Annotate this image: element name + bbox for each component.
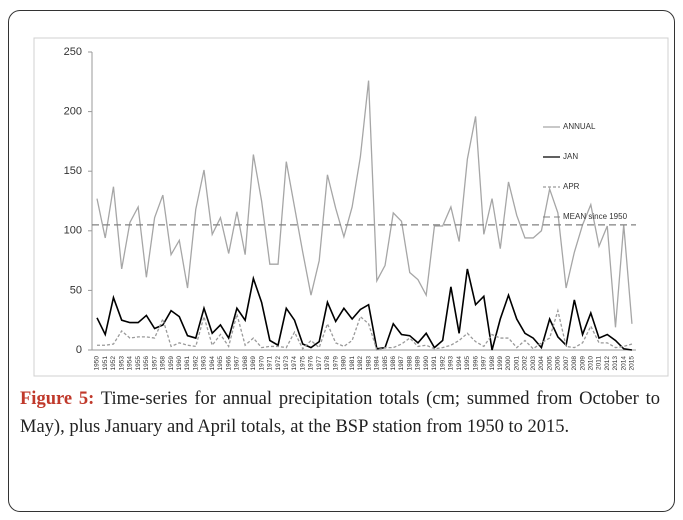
x-tick-label: 1989	[415, 356, 422, 371]
caption-label: Figure 5:	[20, 389, 95, 409]
x-tick-label: 1954	[127, 356, 134, 371]
x-tick-label: 1992	[439, 356, 446, 371]
x-tick-label: 2003	[530, 356, 537, 371]
x-tick-label: 1952	[110, 356, 117, 371]
series-line	[97, 308, 633, 351]
x-tick-label: 1950	[94, 356, 101, 371]
x-tick-label: 2008	[571, 356, 578, 371]
x-tick-label: 1995	[464, 356, 471, 371]
x-tick-label: 2004	[538, 356, 545, 371]
caption: Figure 5: Time-series for annual precipi…	[20, 385, 660, 441]
legend-label: MEAN since 1950	[563, 212, 628, 221]
x-tick-label: 1961	[184, 356, 191, 371]
x-tick-label: 1966	[225, 356, 232, 371]
x-tick-label: 1959	[168, 356, 175, 371]
x-tick-label: 1998	[489, 356, 496, 371]
x-tick-label: 1967	[234, 356, 241, 371]
x-tick-label: 1962	[192, 356, 199, 371]
x-tick-label: 2011	[596, 356, 603, 370]
y-tick-label: 200	[64, 106, 82, 118]
x-tick-label: 2010	[588, 356, 595, 371]
x-tick-label: 1982	[357, 356, 364, 371]
x-tick-label: 1983	[365, 356, 372, 371]
x-tick-label: 1955	[135, 356, 142, 371]
x-tick-label: 1977	[316, 356, 323, 371]
x-tick-label: 2001	[513, 356, 520, 371]
x-tick-label: 1986	[390, 356, 397, 371]
y-tick-label: 250	[64, 46, 82, 58]
x-tick-label: 1997	[481, 356, 488, 371]
x-tick-label: 1968	[242, 356, 249, 371]
x-tick-label: 1994	[456, 356, 463, 371]
x-tick-label: 1976	[308, 356, 315, 371]
legend-label: APR	[563, 182, 580, 191]
x-tick-label: 1984	[374, 356, 381, 371]
x-tick-label: 2013	[612, 356, 619, 371]
caption-text: Time-series for annual precipitation tot…	[20, 389, 660, 437]
x-tick-label: 1975	[299, 356, 306, 371]
x-tick-label: 2002	[522, 356, 529, 371]
x-tick-label: 1974	[291, 356, 298, 371]
x-tick-label: 1972	[275, 356, 282, 371]
x-tick-label: 1999	[497, 356, 504, 371]
x-tick-label: 1958	[160, 356, 167, 371]
x-tick-label: 1965	[217, 356, 224, 371]
x-tick-label: 1956	[143, 356, 150, 371]
x-tick-label: 1964	[209, 356, 216, 371]
chart-border	[33, 37, 669, 377]
x-tick-label: 1969	[250, 356, 257, 371]
x-tick-label: 1971	[267, 356, 274, 371]
x-tick-label: 1996	[472, 356, 479, 371]
x-tick-label: 1960	[176, 356, 183, 371]
x-tick-label: 1970	[258, 356, 265, 371]
figure-frame	[8, 10, 675, 512]
x-tick-label: 1978	[324, 356, 331, 371]
x-tick-label: 2009	[579, 356, 586, 371]
x-tick-label: 1951	[102, 356, 109, 371]
series-line	[96, 268, 633, 351]
x-tick-label: 1953	[118, 356, 125, 371]
x-tick-label: 2015	[629, 356, 636, 371]
x-tick-label: 1991	[431, 356, 438, 371]
y-tick-label: 50	[70, 284, 82, 296]
x-tick-label: 1957	[151, 356, 158, 371]
x-tick-label: 1963	[201, 356, 208, 371]
x-tick-label: 2006	[555, 356, 562, 371]
x-tick-label: 1988	[406, 356, 413, 371]
x-tick-label: 1981	[349, 356, 356, 371]
y-tick-label: 150	[64, 165, 82, 177]
x-tick-label: 1980	[341, 356, 348, 371]
x-tick-label: 1993	[448, 356, 455, 371]
x-tick-label: 2014	[620, 356, 627, 371]
x-tick-label: 2012	[604, 356, 611, 371]
x-tick-label: 1973	[283, 356, 290, 371]
x-tick-label: 2005	[546, 356, 553, 371]
x-tick-label: 1990	[423, 356, 430, 371]
x-tick-label: 1979	[332, 356, 339, 371]
legend-label: ANNUAL	[563, 122, 596, 131]
x-tick-label: 2000	[505, 356, 512, 371]
x-tick-label: 1987	[398, 356, 405, 371]
x-tick-label: 1985	[382, 356, 389, 371]
y-tick-label: 0	[76, 344, 82, 356]
legend-label: JAN	[563, 152, 578, 161]
series-line	[96, 80, 633, 328]
y-tick-label: 100	[64, 225, 82, 237]
x-tick-label: 2007	[563, 356, 570, 371]
